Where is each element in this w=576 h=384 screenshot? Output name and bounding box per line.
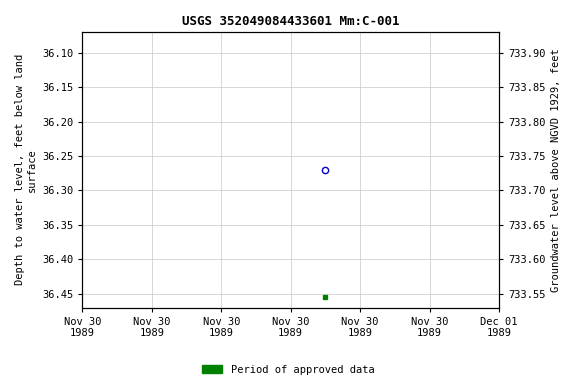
Title: USGS 352049084433601 Mm:C-001: USGS 352049084433601 Mm:C-001 [182, 15, 399, 28]
Y-axis label: Groundwater level above NGVD 1929, feet: Groundwater level above NGVD 1929, feet [551, 48, 561, 292]
Y-axis label: Depth to water level, feet below land
surface: Depth to water level, feet below land su… [15, 54, 37, 285]
Legend: Period of approved data: Period of approved data [198, 361, 378, 379]
